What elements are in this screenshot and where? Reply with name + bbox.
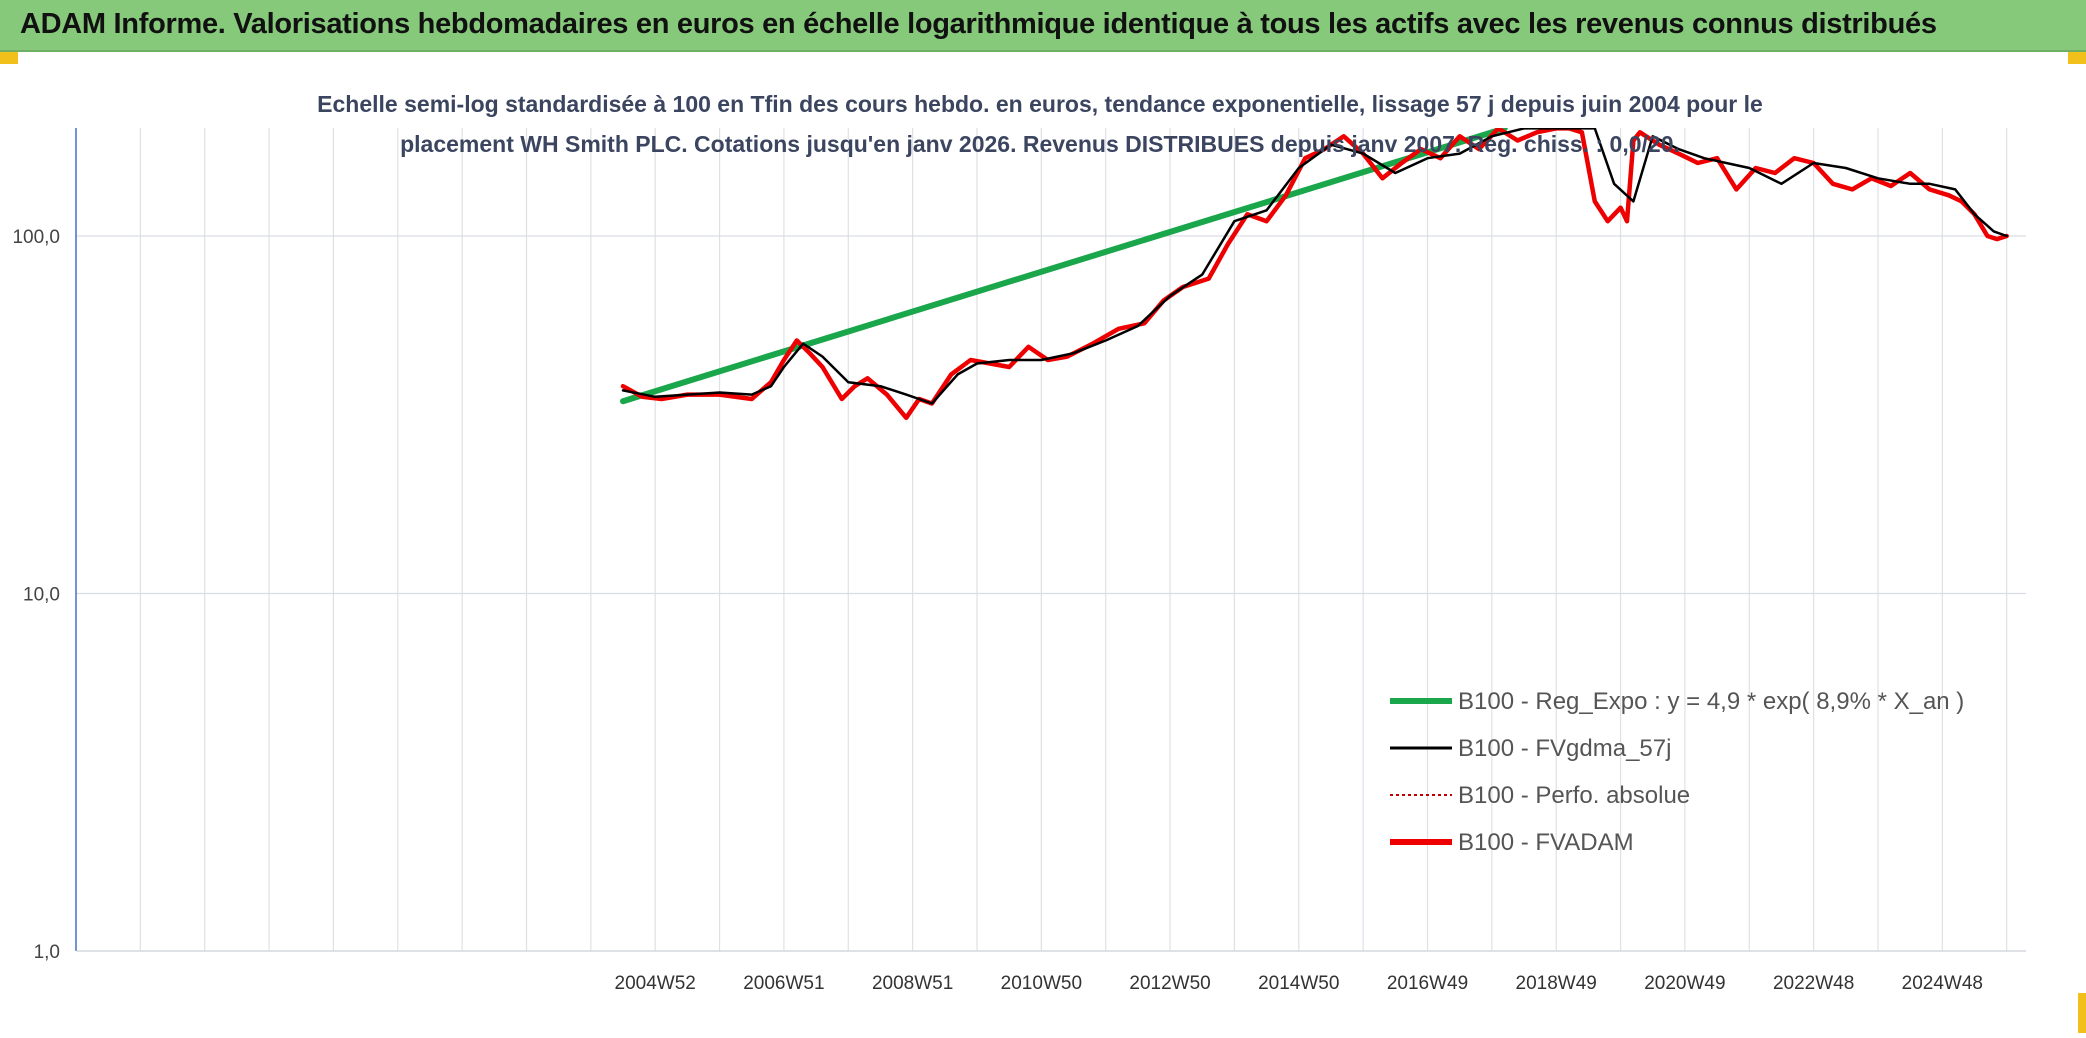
corner-accent-top-right: [2068, 52, 2086, 64]
series-line-1: [621, 128, 2008, 405]
y-tick-label: 100,0: [12, 227, 60, 248]
x-tick-label: 2010W50: [1001, 973, 1082, 994]
axes: 1,0 10,0 100,0 2004W52 2006W51 2008W51 2010W50…: [12, 128, 2026, 994]
y-tick-label: 10,0: [23, 585, 60, 606]
legend-entry: B100 - Reg_Expo : y = 4,9 * exp( 8,9% * …: [1458, 688, 1964, 715]
corner-accent-top-left: [0, 52, 18, 64]
legend-entry: B100 - Perfo. absolue: [1458, 782, 1690, 809]
x-tick-label: 2008W51: [872, 973, 953, 994]
legend-entry: B100 - FVADAM: [1458, 829, 1634, 856]
chart-svg: 1,0 10,0 100,0 2004W52 2006W51 2008W51 2010W50…: [12, 91, 2026, 994]
corner-accent-bottom-right: [2078, 993, 2086, 1033]
legend-entry: B100 - FVgdma_57j: [1458, 735, 1671, 762]
series-layer: [620, 128, 2009, 421]
report-banner: ADAM Informe. Valorisations hebdomadaire…: [0, 0, 2086, 52]
report-title: ADAM Informe. Valorisations hebdomadaire…: [20, 8, 1937, 40]
x-tick-label: 2020W49: [1644, 973, 1725, 994]
grid-lines: [76, 128, 2026, 952]
series-line-0: [620, 128, 1508, 405]
x-tick-label: 2014W50: [1258, 973, 1339, 994]
chart-title-line: Echelle semi-log standardisée à 100 en T…: [317, 91, 1763, 117]
x-tick-label: 2022W48: [1773, 973, 1854, 994]
x-tick-label: 2006W51: [743, 973, 824, 994]
chart-legend: B100 - Reg_Expo : y = 4,9 * exp( 8,9% * …: [1390, 688, 1964, 856]
x-tick-label: 2012W50: [1129, 973, 1210, 994]
chart-frame: 1,0 10,0 100,0 2004W52 2006W51 2008W51 2010W50…: [0, 52, 2086, 1033]
x-tick-label: 2016W49: [1387, 973, 1468, 994]
chart-title-line: placement WH Smith PLC. Cotations jusqu'…: [400, 131, 1680, 157]
x-tick-label: 2024W48: [1902, 973, 1983, 994]
series-line-3: [620, 128, 2009, 421]
y-tick-label: 1,0: [34, 942, 60, 963]
chart-title: Echelle semi-log standardisée à 100 en T…: [317, 91, 1763, 157]
x-tick-label: 2018W49: [1516, 973, 1597, 994]
x-tick-label: 2004W52: [615, 973, 696, 994]
